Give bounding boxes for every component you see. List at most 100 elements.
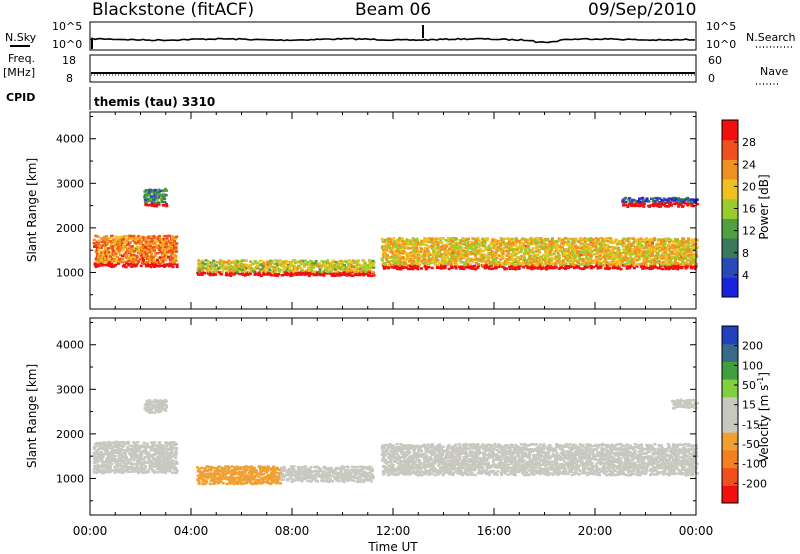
data-cell bbox=[583, 251, 587, 254]
data-cell bbox=[433, 246, 437, 250]
data-cell bbox=[400, 237, 404, 240]
data-cell bbox=[230, 480, 234, 483]
data-cell bbox=[346, 475, 350, 478]
data-cell bbox=[273, 272, 277, 275]
data-cell bbox=[410, 265, 414, 269]
data-cell bbox=[626, 262, 629, 265]
data-cell bbox=[689, 200, 693, 204]
data-cell bbox=[218, 474, 222, 478]
data-cell bbox=[636, 248, 640, 251]
data-cell bbox=[372, 261, 376, 264]
data-cell bbox=[169, 443, 173, 446]
data-cell bbox=[615, 252, 619, 256]
data-cell bbox=[562, 266, 566, 270]
data-cell bbox=[472, 267, 476, 270]
data-cell bbox=[227, 262, 231, 265]
data-cell bbox=[122, 263, 126, 267]
freq-tick-high: 18 bbox=[62, 54, 76, 67]
data-cell bbox=[159, 196, 163, 199]
data-cell bbox=[459, 241, 463, 244]
velocity-data bbox=[92, 398, 699, 486]
data-cell bbox=[283, 467, 286, 470]
data-cell bbox=[270, 467, 274, 470]
data-cell bbox=[234, 261, 238, 265]
data-cell bbox=[309, 466, 313, 469]
data-cell bbox=[351, 270, 355, 274]
data-cell bbox=[674, 256, 678, 259]
data-cell bbox=[621, 243, 625, 247]
data-cell bbox=[461, 265, 465, 269]
data-cell bbox=[342, 472, 346, 476]
data-cell bbox=[261, 266, 265, 269]
data-cell bbox=[247, 478, 251, 481]
data-cell bbox=[225, 273, 229, 277]
data-cell bbox=[368, 474, 372, 478]
data-cell bbox=[315, 465, 319, 468]
scatter-region-5 bbox=[621, 196, 699, 208]
data-cell bbox=[371, 270, 374, 273]
data-cell bbox=[102, 464, 106, 467]
data-cell bbox=[686, 259, 690, 262]
data-cell bbox=[197, 467, 201, 471]
data-cell bbox=[428, 240, 432, 244]
data-cell bbox=[154, 263, 158, 266]
data-cell bbox=[133, 462, 137, 466]
data-cell bbox=[314, 259, 318, 263]
data-cell bbox=[243, 265, 247, 268]
data-cell bbox=[412, 254, 416, 257]
data-cell bbox=[226, 269, 230, 273]
data-cell bbox=[685, 253, 689, 256]
data-cell bbox=[227, 471, 230, 475]
data-cell bbox=[558, 263, 562, 267]
data-cell bbox=[366, 477, 370, 480]
data-cell bbox=[504, 242, 508, 245]
data-cell bbox=[385, 450, 389, 454]
data-cell bbox=[169, 255, 173, 258]
data-cell bbox=[510, 265, 514, 268]
data-cell bbox=[174, 459, 178, 463]
data-cell bbox=[270, 265, 273, 268]
data-cell bbox=[324, 264, 328, 267]
data-cell bbox=[658, 260, 662, 264]
data-cell bbox=[423, 246, 427, 250]
data-cell bbox=[574, 244, 578, 247]
data-cell bbox=[105, 235, 108, 238]
data-cell bbox=[134, 450, 138, 453]
data-cell bbox=[664, 249, 668, 252]
data-cell bbox=[274, 265, 278, 269]
data-cell bbox=[253, 260, 257, 263]
data-cell bbox=[499, 236, 503, 240]
data-cell bbox=[105, 468, 109, 472]
data-cell bbox=[481, 240, 485, 244]
data-cell bbox=[174, 451, 178, 454]
data-cell bbox=[512, 263, 516, 267]
data-cell bbox=[338, 466, 342, 470]
data-cell bbox=[436, 259, 440, 262]
data-cell bbox=[633, 258, 637, 261]
data-cell bbox=[544, 256, 548, 259]
data-cell bbox=[118, 441, 122, 444]
data-cell bbox=[284, 262, 288, 265]
data-cell bbox=[485, 255, 489, 259]
data-cell bbox=[409, 240, 413, 244]
data-cell bbox=[466, 265, 470, 269]
data-cell bbox=[534, 239, 538, 242]
data-cell bbox=[170, 464, 174, 467]
data-cell bbox=[487, 252, 491, 255]
data-cell bbox=[648, 249, 651, 253]
data-cell bbox=[538, 265, 542, 269]
data-cell bbox=[349, 261, 353, 264]
data-cell bbox=[417, 260, 421, 264]
data-cell bbox=[232, 273, 236, 276]
data-cell bbox=[400, 242, 404, 245]
data-cell bbox=[199, 475, 203, 478]
data-cell bbox=[253, 268, 257, 271]
data-cell bbox=[139, 264, 143, 268]
scatter-region-4 bbox=[279, 465, 375, 484]
data-cell bbox=[370, 473, 374, 476]
data-cell bbox=[139, 235, 143, 239]
data-cell bbox=[151, 442, 155, 445]
data-cell bbox=[441, 255, 445, 258]
data-cell bbox=[126, 235, 129, 238]
data-cell bbox=[382, 267, 386, 270]
